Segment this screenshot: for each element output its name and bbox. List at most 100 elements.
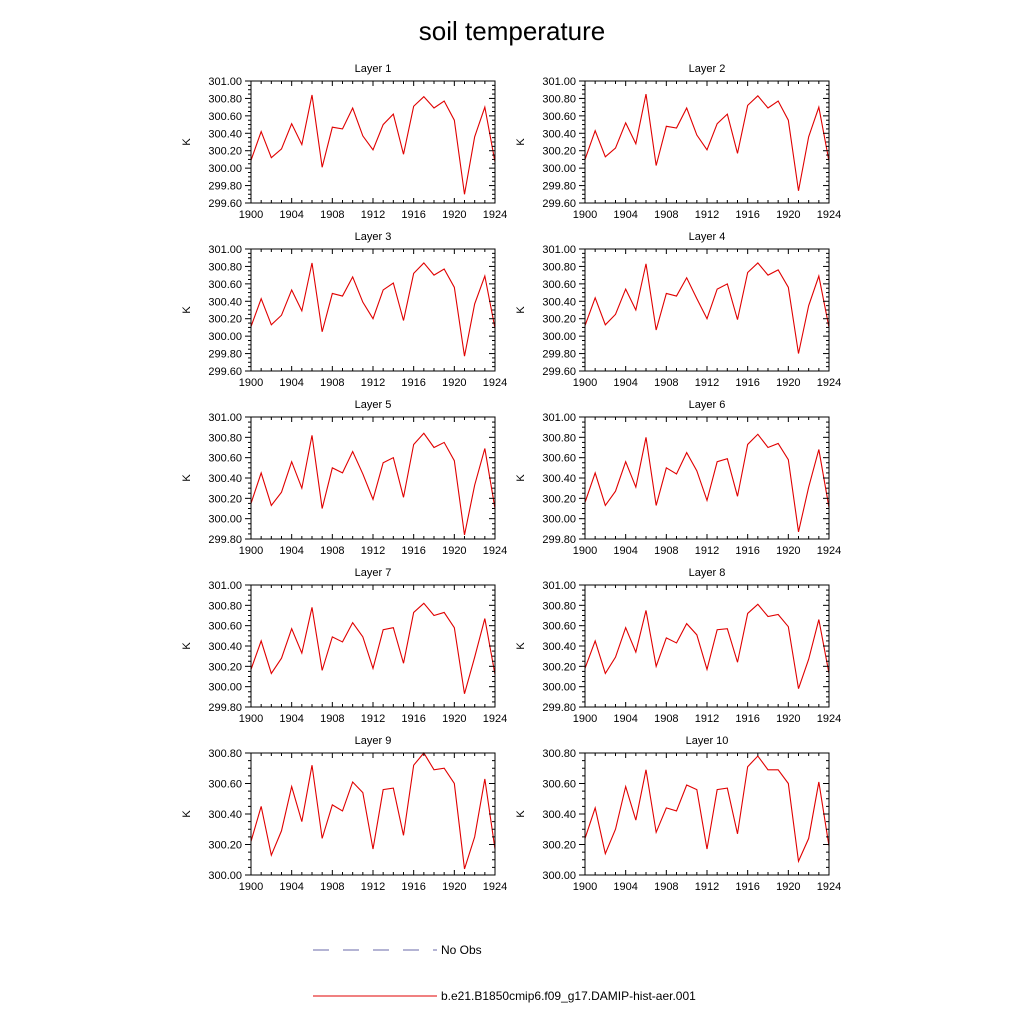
x-tick-label: 1912	[361, 545, 385, 557]
panel-layer-7: Layer 7 K 1900 1904 1908 1912 1916 1920 1924 299.…	[181, 567, 507, 725]
x-tick-label: 1908	[320, 881, 344, 893]
panel-title: Layer 1	[355, 63, 392, 75]
y-axis-label: K	[515, 642, 527, 650]
x-tick-label: 1900	[573, 713, 597, 725]
y-tick-label: 300.80	[208, 261, 242, 273]
y-tick-label: 300.00	[542, 870, 576, 882]
y-tick-label: 300.40	[208, 296, 242, 308]
x-tick-label: 1908	[320, 713, 344, 725]
y-tick-label: 301.00	[542, 76, 576, 88]
legend: No Obs b.e21.B1850cmip6.f09_g17.DAMIP-hi…	[313, 943, 696, 1003]
x-tick-label: 1916	[401, 209, 425, 221]
x-tick-label: 1916	[401, 377, 425, 389]
y-tick-label: 300.00	[208, 682, 242, 694]
y-tick-label: 300.00	[208, 514, 242, 526]
x-tick-label: 1900	[573, 209, 597, 221]
y-tick-label: 299.80	[542, 181, 576, 193]
panel-layer-1: Layer 1 K 1900 1904 1908 1912 1916 1920 1924 299.…	[181, 63, 507, 221]
panels-grid: Layer 1 K 1900 1904 1908 1912 1916 1920 1924 299.…	[181, 63, 841, 893]
x-tick-label: 1924	[483, 209, 507, 221]
y-tick-label: 300.40	[208, 473, 242, 485]
y-tick-label: 300.00	[542, 331, 576, 343]
x-tick-label: 1900	[573, 545, 597, 557]
y-tick-label: 300.60	[208, 111, 242, 123]
y-tick-label: 301.00	[208, 76, 242, 88]
x-tick-label: 1912	[695, 881, 719, 893]
x-tick-label: 1920	[442, 377, 466, 389]
panel-title: Layer 9	[355, 735, 392, 747]
x-tick-label: 1904	[279, 713, 303, 725]
x-tick-label: 1904	[279, 881, 303, 893]
y-axis-label: K	[181, 138, 193, 146]
y-tick-label: 300.40	[542, 296, 576, 308]
y-tick-label: 300.40	[542, 809, 576, 821]
x-tick-label: 1924	[817, 377, 841, 389]
panel-title: Layer 3	[355, 231, 392, 243]
y-tick-label: 300.00	[542, 682, 576, 694]
y-tick-label: 300.00	[208, 870, 242, 882]
x-tick-label: 1900	[239, 881, 263, 893]
y-tick-label: 300.60	[542, 779, 576, 791]
x-tick-label: 1924	[483, 881, 507, 893]
x-tick-label: 1920	[776, 881, 800, 893]
plot-frame	[250, 416, 496, 540]
y-tick-label: 300.20	[208, 661, 242, 673]
y-tick-label: 301.00	[542, 580, 576, 592]
y-tick-label: 300.20	[208, 146, 242, 158]
x-tick-label: 1916	[401, 881, 425, 893]
y-tick-label: 300.80	[542, 748, 576, 760]
panel-title: Layer 5	[355, 399, 392, 411]
y-tick-label: 300.20	[542, 840, 576, 852]
x-tick-label: 1912	[695, 377, 719, 389]
series-line	[584, 603, 830, 689]
y-tick-label: 300.20	[208, 314, 242, 326]
y-tick-label: 299.60	[542, 366, 576, 378]
y-tick-label: 300.60	[542, 621, 576, 633]
x-tick-label: 1904	[613, 209, 637, 221]
x-tick-label: 1912	[695, 545, 719, 557]
plot-frame	[250, 248, 496, 372]
y-tick-label: 300.00	[208, 331, 242, 343]
y-tick-label: 300.60	[208, 279, 242, 291]
x-tick-label: 1916	[735, 881, 759, 893]
x-tick-label: 1908	[654, 209, 678, 221]
y-tick-label: 300.20	[542, 146, 576, 158]
x-tick-label: 1916	[735, 209, 759, 221]
panel-title: Layer 8	[689, 567, 726, 579]
y-tick-label: 299.80	[542, 534, 576, 546]
series-line	[584, 262, 830, 354]
x-tick-label: 1900	[239, 713, 263, 725]
y-tick-label: 299.80	[208, 534, 242, 546]
x-tick-label: 1916	[735, 545, 759, 557]
x-tick-label: 1908	[654, 377, 678, 389]
series-line	[584, 755, 830, 864]
series-line	[584, 93, 830, 191]
y-tick-label: 300.40	[208, 128, 242, 140]
y-tick-label: 301.00	[208, 580, 242, 592]
x-tick-label: 1904	[279, 209, 303, 221]
series-line	[250, 262, 496, 357]
x-tick-label: 1900	[239, 209, 263, 221]
x-tick-label: 1904	[613, 713, 637, 725]
x-tick-label: 1916	[735, 713, 759, 725]
y-tick-label: 300.80	[542, 600, 576, 612]
figure-title: soil temperature	[419, 16, 605, 46]
x-tick-label: 1920	[442, 881, 466, 893]
y-axis-label: K	[515, 810, 527, 818]
y-axis-label: K	[181, 810, 193, 818]
y-tick-label: 299.60	[208, 198, 242, 210]
x-tick-label: 1912	[361, 209, 385, 221]
y-axis-label: K	[515, 138, 527, 146]
panel-layer-6: Layer 6 K 1900 1904 1908 1912 1916 1920 1924 299.…	[515, 399, 841, 557]
y-tick-label: 300.20	[208, 840, 242, 852]
x-tick-label: 1924	[483, 377, 507, 389]
y-tick-label: 299.80	[208, 702, 242, 714]
x-tick-label: 1916	[401, 713, 425, 725]
plot-frame	[584, 80, 830, 204]
y-axis-label: K	[181, 474, 193, 482]
x-tick-label: 1920	[776, 377, 800, 389]
panel-title: Layer 2	[689, 63, 726, 75]
x-tick-label: 1912	[695, 713, 719, 725]
x-tick-label: 1908	[654, 713, 678, 725]
y-tick-label: 301.00	[542, 244, 576, 256]
